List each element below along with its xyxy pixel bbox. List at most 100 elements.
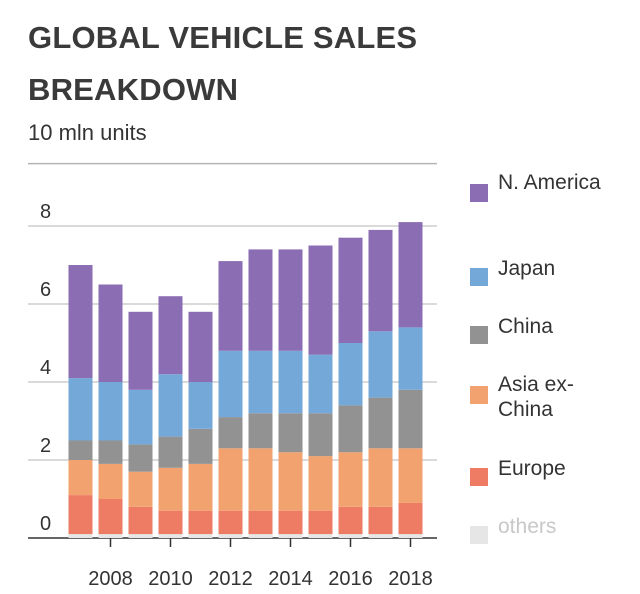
y-tick-label: 6	[40, 279, 51, 301]
legend-swatch-europe	[470, 468, 488, 486]
bar-segment-japan-2016	[338, 343, 363, 406]
bar-segment-japan-2010	[158, 374, 183, 437]
bar-segment-others-2013	[248, 534, 273, 538]
y-axis-unit-label: 10 mln units	[28, 120, 147, 145]
bar-segment-china-2008	[98, 440, 123, 464]
bar-segment-others-2017	[368, 534, 393, 538]
legend-item-others: others	[470, 512, 608, 544]
bar-segment-japan-2012	[218, 350, 243, 418]
x-tick-label: 2008	[88, 568, 133, 590]
bar-segment-japan-2014	[278, 350, 303, 414]
bar-segment-n-america-2012	[218, 261, 243, 351]
bar-segment-japan-2009	[128, 389, 153, 445]
bar-segment-china-2012	[218, 417, 243, 449]
bar-segment-n-america-2014	[278, 249, 303, 351]
bar-segment-europe-2013	[248, 510, 273, 535]
bar-segment-europe-2007	[68, 495, 93, 535]
legend-swatch-north-america	[470, 184, 488, 202]
bar-segment-asia-ex-china-2007	[68, 460, 93, 496]
bar-segment-china-2009	[128, 444, 153, 472]
bar-segment-others-2008	[98, 534, 123, 538]
y-tick-label: 4	[40, 357, 51, 379]
x-tick-label: 2016	[328, 568, 373, 590]
x-tick-label: 2010	[148, 568, 193, 590]
bar-segment-europe-2018	[398, 502, 423, 535]
bar-segment-europe-2017	[368, 506, 393, 535]
bar-segment-europe-2015	[308, 510, 333, 535]
bar-segment-others-2009	[128, 534, 153, 538]
bar-segment-n-america-2008	[98, 284, 123, 382]
bar-segment-others-2007	[68, 534, 93, 538]
bar-segment-asia-ex-china-2013	[248, 448, 273, 511]
bar-segment-asia-ex-china-2015	[308, 456, 333, 511]
x-tick-label: 2018	[388, 568, 433, 590]
legend-label-japan: Japan	[498, 257, 556, 280]
bar-segment-china-2018	[398, 389, 423, 449]
legend-item-china: China	[470, 312, 608, 344]
bar-segment-others-2012	[218, 534, 243, 538]
legend-item-north-america: N. America	[470, 170, 608, 202]
bar-segment-japan-2013	[248, 350, 273, 414]
legend-label-europe: Europe	[498, 457, 566, 480]
bar-segment-asia-ex-china-2016	[338, 452, 363, 507]
chart-title: GLOBAL VEHICLE SALES BREAKDOWN	[28, 20, 418, 107]
legend-label-china: China	[498, 315, 553, 338]
bar-segment-china-2015	[308, 413, 333, 457]
bar-segment-others-2016	[338, 534, 363, 538]
y-tick-label: 2	[40, 435, 51, 457]
bar-segment-n-america-2013	[248, 249, 273, 351]
legend-swatch-japan	[470, 268, 488, 286]
bar-segment-europe-2010	[158, 510, 183, 535]
y-tick-label: 8	[40, 201, 51, 223]
bar-segment-europe-2008	[98, 499, 123, 535]
bar-segment-europe-2014	[278, 510, 303, 535]
bar-segment-asia-ex-china-2017	[368, 448, 393, 507]
bar-segment-n-america-2017	[368, 229, 393, 332]
bar-segment-asia-ex-china-2012	[218, 448, 243, 511]
bar-segment-n-america-2010	[158, 296, 183, 375]
bar-segment-asia-ex-china-2018	[398, 448, 423, 503]
legend-label-north-america: N. America	[498, 171, 601, 194]
legend-swatch-china	[470, 326, 488, 344]
bar-segment-china-2013	[248, 413, 273, 449]
bar-segment-asia-ex-china-2011	[188, 463, 213, 511]
bar-segment-china-2007	[68, 440, 93, 460]
bar-segment-china-2014	[278, 413, 303, 453]
bar-segment-n-america-2018	[398, 222, 423, 328]
bar-segment-europe-2016	[338, 506, 363, 535]
y-tick-label: 0	[40, 513, 51, 535]
bar-segment-n-america-2016	[338, 237, 363, 343]
bar-segment-others-2010	[158, 534, 183, 538]
bar-segment-japan-2008	[98, 382, 123, 441]
bar-segment-n-america-2011	[188, 311, 213, 382]
bar-segment-asia-ex-china-2010	[158, 467, 183, 511]
x-tick-label: 2014	[268, 568, 313, 590]
bar-segment-europe-2009	[128, 506, 153, 535]
bar-segment-asia-ex-china-2008	[98, 463, 123, 499]
bar-segment-others-2014	[278, 534, 303, 538]
bar-segment-japan-2018	[398, 327, 423, 390]
bar-segment-asia-ex-china-2014	[278, 452, 303, 511]
axes: 0 2 4 6 8 2008 2010 2012 2014 2016 2018	[40, 201, 433, 590]
bar-segment-japan-2011	[188, 382, 213, 429]
bars	[68, 222, 423, 538]
legend-label-others: others	[498, 515, 557, 538]
bar-segment-n-america-2009	[128, 311, 153, 390]
bar-segment-japan-2017	[368, 331, 393, 398]
bar-segment-n-america-2007	[68, 265, 93, 379]
bar-segment-china-2017	[368, 397, 393, 449]
bar-segment-n-america-2015	[308, 245, 333, 355]
bar-segment-others-2015	[308, 534, 333, 538]
bar-segment-china-2011	[188, 428, 213, 464]
bar-segment-asia-ex-china-2009	[128, 471, 153, 507]
bar-segment-others-2018	[398, 534, 423, 538]
legend-item-japan: Japan	[470, 254, 608, 286]
legend-label-asia-ex-china: Asia ex-China	[498, 373, 574, 421]
bar-segment-others-2011	[188, 534, 213, 538]
bar-segment-europe-2012	[218, 510, 243, 535]
legend-item-asia-ex-china: Asia ex-China	[470, 372, 588, 422]
bar-segment-china-2016	[338, 405, 363, 453]
legend-item-europe: Europe	[470, 454, 608, 486]
bar-segment-japan-2015	[308, 354, 333, 414]
